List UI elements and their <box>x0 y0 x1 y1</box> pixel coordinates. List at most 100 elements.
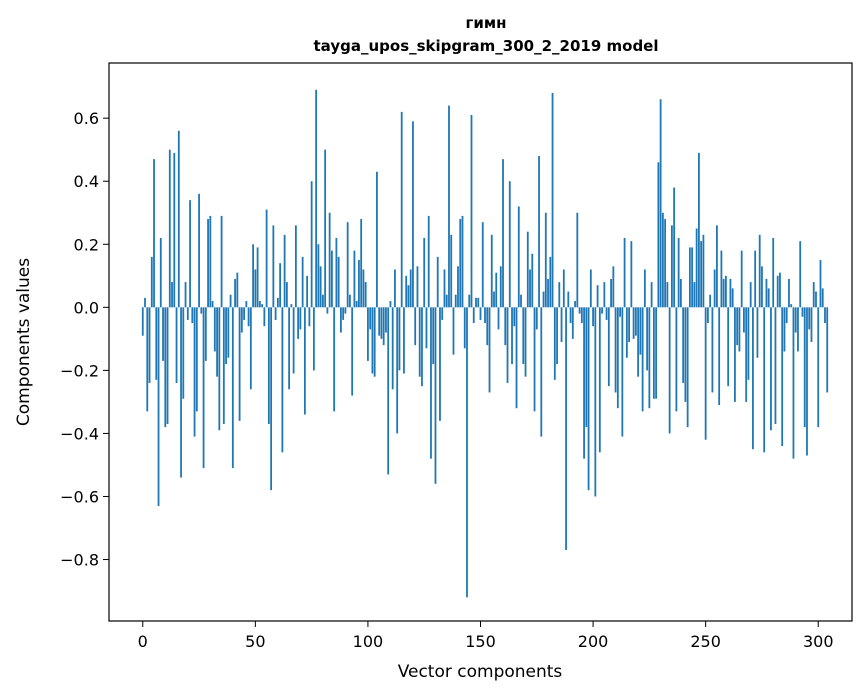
bar <box>772 237 775 308</box>
bar <box>146 307 149 412</box>
bar <box>585 307 588 428</box>
bar <box>619 307 621 317</box>
bar <box>267 307 270 424</box>
bar <box>335 237 338 308</box>
bar <box>475 297 477 308</box>
bar <box>790 304 793 308</box>
bar <box>657 162 660 308</box>
bar <box>373 307 376 377</box>
bar <box>605 307 608 320</box>
bar <box>720 250 723 308</box>
bar <box>695 228 698 308</box>
bar <box>281 307 284 453</box>
bar <box>272 225 275 308</box>
y-tick-label: 0.2 <box>74 235 99 254</box>
x-axis-label: Vector components <box>398 662 563 682</box>
bar <box>610 278 612 308</box>
bar <box>391 307 394 390</box>
bar <box>502 159 504 308</box>
bar <box>531 253 534 308</box>
bar <box>285 282 288 308</box>
bar <box>249 307 252 390</box>
y-tick-label: 0.4 <box>74 172 99 191</box>
bar <box>524 307 527 377</box>
bar <box>173 152 176 308</box>
bar <box>767 288 770 308</box>
x-tick-label: 0 <box>138 632 148 651</box>
bar <box>515 307 518 409</box>
bar <box>761 266 763 308</box>
bar <box>625 307 628 358</box>
bar <box>574 301 576 308</box>
bar <box>463 307 466 349</box>
bar <box>432 307 435 365</box>
x-axis-ticks: 0 50 100 150 200 250 300 <box>138 621 834 651</box>
bar <box>315 89 318 308</box>
bar <box>756 307 759 358</box>
bar <box>414 307 417 346</box>
bar <box>788 278 790 308</box>
bar <box>493 291 495 308</box>
bar <box>367 307 369 361</box>
bar <box>466 307 468 598</box>
bar <box>616 307 619 409</box>
bar <box>380 307 383 339</box>
bar <box>222 307 225 424</box>
bar <box>490 234 493 308</box>
bar <box>481 222 484 308</box>
bar <box>623 237 626 308</box>
bar <box>801 307 804 317</box>
axes-frame <box>108 62 853 622</box>
bar <box>236 272 239 308</box>
bars-layer <box>141 89 829 598</box>
bar <box>596 285 599 308</box>
bar <box>216 307 218 377</box>
bar <box>310 181 313 308</box>
bar <box>819 260 822 308</box>
bar <box>243 307 245 320</box>
chart-subtitle: tayga_upos_skipgram_300_2_2019 model <box>314 37 659 55</box>
bar <box>198 193 200 308</box>
bar <box>673 187 676 308</box>
bar <box>274 307 277 320</box>
bar <box>157 307 160 506</box>
bar <box>583 307 585 459</box>
bar <box>477 297 480 308</box>
bar <box>294 225 297 308</box>
bar <box>821 288 824 308</box>
bar <box>738 307 741 352</box>
bar <box>308 307 311 327</box>
bar <box>421 307 423 387</box>
bar <box>749 282 752 308</box>
bar <box>743 307 745 333</box>
bar <box>594 307 597 497</box>
bar <box>443 269 446 308</box>
bar <box>679 278 682 308</box>
bar <box>731 288 734 308</box>
bar <box>565 307 567 551</box>
bar <box>747 307 750 380</box>
bar <box>691 247 694 308</box>
y-tick-label: 0.0 <box>74 298 99 317</box>
bar <box>628 307 630 342</box>
bar <box>389 301 392 308</box>
y-axis-ticks: −0.8 −0.6 −0.4 −0.2 0.0 0.2 0.4 0.6 <box>60 109 109 570</box>
bar <box>288 307 291 390</box>
bar <box>252 244 254 308</box>
bar <box>247 307 250 327</box>
bar <box>353 250 356 308</box>
bar <box>560 307 563 342</box>
bar <box>209 215 212 308</box>
bar <box>803 307 806 428</box>
bar <box>321 294 324 308</box>
bar <box>540 307 543 437</box>
bar <box>394 269 396 308</box>
bar <box>346 222 349 308</box>
bar <box>722 278 725 308</box>
bar <box>162 307 164 361</box>
bar <box>693 282 696 308</box>
bar <box>711 307 714 393</box>
bar <box>704 307 707 440</box>
bar <box>326 307 329 314</box>
